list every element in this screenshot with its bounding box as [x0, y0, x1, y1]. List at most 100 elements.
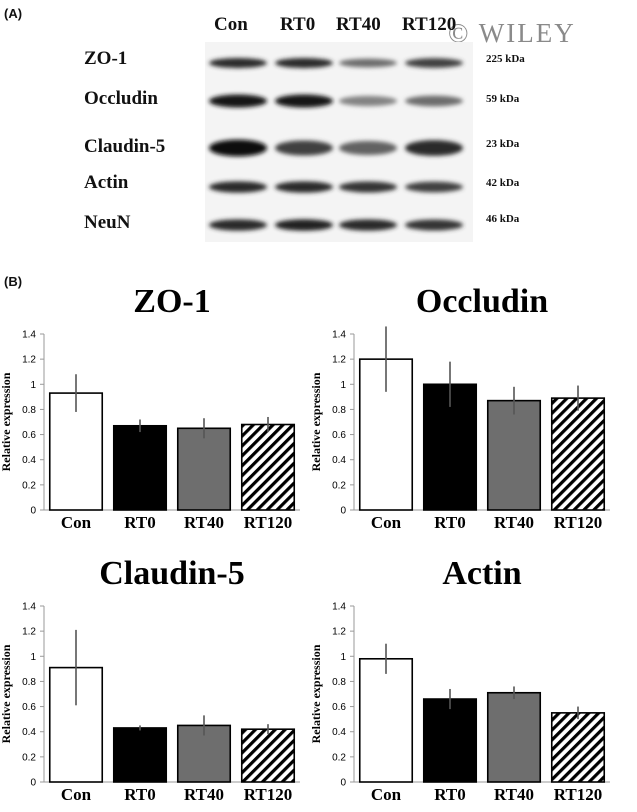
blot-band [275, 140, 333, 156]
bar-rt40 [486, 399, 542, 511]
y-tick-label: 0.2 [22, 752, 36, 763]
y-tick-label: 0.6 [332, 702, 346, 713]
y-tick-label: 0.2 [22, 480, 36, 491]
blot-band [405, 219, 463, 231]
y-tick-label: 1.2 [332, 355, 346, 366]
blot-band [209, 94, 267, 108]
blot-band [275, 219, 333, 231]
panel-b-label: (B) [4, 274, 23, 289]
blot-band [209, 57, 267, 69]
y-tick-label: 0.2 [332, 752, 346, 763]
chart-title: Occludin [416, 283, 548, 320]
x-tick-label: RT120 [554, 785, 603, 804]
blot-mw-neun: 46 kDa [486, 213, 520, 225]
x-tick-label: Con [61, 785, 92, 804]
blot-band [405, 58, 463, 68]
x-tick-label: RT120 [554, 513, 603, 532]
y-tick-label: 0.4 [22, 727, 36, 738]
y-tick-label: 0.6 [22, 702, 36, 713]
chart-title: Claudin-5 [99, 555, 245, 592]
y-tick-label: 0.8 [22, 677, 36, 688]
y-tick-label: 0.8 [22, 405, 36, 416]
x-tick-label: RT0 [434, 513, 466, 532]
blot-band [339, 58, 397, 68]
y-tick-label: 0 [340, 506, 346, 517]
blot-mw-zo1: 225 kDa [486, 53, 525, 65]
x-tick-label: RT0 [124, 785, 156, 804]
chart-title: Actin [442, 555, 521, 592]
chart-0: ZO-1 Relative expression 0 0.2 0.4 0.6 0.8 1 1.2… [0, 283, 300, 532]
y-tick-label: 1 [30, 652, 36, 663]
blot-protein-claudin5: Claudin-5 [84, 136, 166, 157]
x-tick-label: RT40 [184, 513, 224, 532]
y-axis-label: Relative expression [309, 644, 323, 743]
x-tick-label: RT120 [244, 513, 293, 532]
bar-rt0 [422, 698, 478, 783]
y-tick-label: 0.2 [332, 480, 346, 491]
y-tick-label: 0.4 [332, 727, 346, 738]
bar-con [48, 392, 104, 511]
x-tick-label: RT0 [434, 785, 466, 804]
bar-rt0 [112, 424, 168, 511]
blot-band [339, 181, 397, 193]
y-tick-label: 0.8 [332, 405, 346, 416]
y-axis-label: Relative expression [0, 372, 13, 471]
blot-protein-actin: Actin [84, 172, 129, 193]
y-tick-label: 0.8 [332, 677, 346, 688]
blot-protein-zo1: ZO-1 [84, 48, 128, 69]
y-tick-label: 1.4 [22, 602, 36, 613]
lane-label-rt40: RT40 [336, 14, 381, 35]
panel-a-label: (A) [4, 6, 23, 21]
western-blot-image [205, 42, 473, 242]
y-tick-label: 1 [340, 380, 346, 391]
lane-label-rt120: RT120 [402, 14, 457, 35]
y-tick-label: 1 [30, 380, 36, 391]
blot-band [405, 95, 463, 107]
blot-protein-neun: NeuN [84, 212, 131, 233]
x-tick-label: RT0 [124, 513, 156, 532]
y-tick-label: 0 [30, 778, 36, 789]
y-tick-label: 0.4 [22, 455, 36, 466]
y-tick-label: 0.4 [332, 455, 346, 466]
chart-title: ZO-1 [133, 283, 210, 320]
y-tick-label: 1.2 [22, 627, 36, 638]
y-axis-label: Relative expression [309, 372, 323, 471]
chart-1: Occludin Relative expression 0 0.2 0.4 0.6 0.8… [309, 283, 610, 532]
lane-label-con: Con [214, 14, 248, 35]
blot-band [339, 141, 397, 155]
y-tick-label: 1.2 [332, 627, 346, 638]
bar-charts: ZO-1 Relative expression 0 0.2 0.4 0.6 0.8 1 1.2… [0, 283, 610, 804]
y-axis-label: Relative expression [0, 644, 13, 743]
lane-label-rt0: RT0 [280, 14, 316, 35]
blot-band [209, 219, 267, 231]
bar-rt120 [240, 728, 296, 783]
blot-band [405, 140, 463, 156]
y-tick-label: 0 [340, 778, 346, 789]
y-tick-label: 1 [340, 652, 346, 663]
blot-band [339, 219, 397, 231]
y-tick-label: 1.2 [22, 355, 36, 366]
x-tick-label: RT40 [494, 513, 534, 532]
x-tick-label: Con [371, 513, 402, 532]
bar-con [358, 657, 414, 783]
y-tick-label: 1.4 [332, 602, 346, 613]
bar-rt40 [486, 691, 542, 783]
blot-band [209, 181, 267, 193]
blot-band [275, 57, 333, 69]
blot-band [275, 181, 333, 193]
chart-2: Claudin-5 Relative expression 0 0.2 0.4 0.6 0.… [0, 555, 300, 804]
blot-mw-claudin5: 23 kDa [486, 138, 520, 150]
y-tick-label: 0.6 [332, 430, 346, 441]
x-tick-label: RT40 [494, 785, 534, 804]
x-tick-label: RT40 [184, 785, 224, 804]
x-tick-label: RT120 [244, 785, 293, 804]
y-tick-label: 0 [30, 506, 36, 517]
bar-rt120 [550, 712, 606, 783]
bar-rt40 [176, 427, 232, 511]
y-tick-label: 0.6 [22, 430, 36, 441]
blot-mw-occludin: 59 kDa [486, 93, 520, 105]
x-tick-label: Con [61, 513, 92, 532]
blot-band [275, 94, 333, 108]
x-tick-label: Con [371, 785, 402, 804]
blot-band [209, 139, 267, 157]
